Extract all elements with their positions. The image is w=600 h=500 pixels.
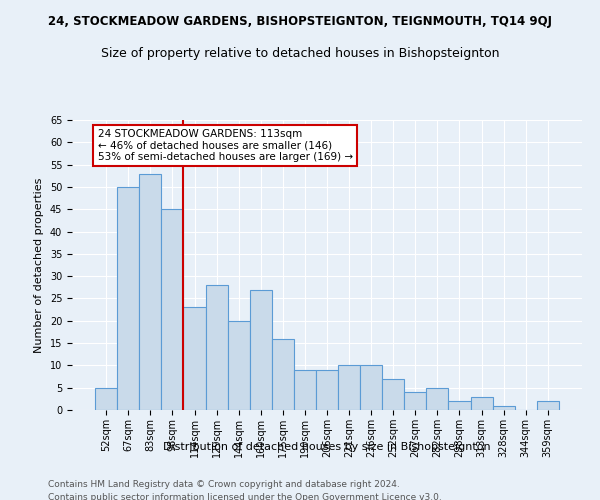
Text: Distribution of detached houses by size in Bishopsteignton: Distribution of detached houses by size … [163, 442, 491, 452]
Bar [184, 308, 206, 410]
Bar [360, 366, 382, 410]
Bar [139, 174, 161, 410]
Bar [117, 187, 139, 410]
Text: 24 STOCKMEADOW GARDENS: 113sqm
← 46% of detached houses are smaller (146)
53% of: 24 STOCKMEADOW GARDENS: 113sqm ← 46% of … [97, 128, 353, 162]
Bar [493, 406, 515, 410]
Bar [404, 392, 427, 410]
Bar [250, 290, 272, 410]
Text: Size of property relative to detached houses in Bishopsteignton: Size of property relative to detached ho… [101, 48, 499, 60]
Bar [338, 366, 360, 410]
Text: Contains public sector information licensed under the Open Government Licence v3: Contains public sector information licen… [48, 492, 442, 500]
Bar [470, 396, 493, 410]
Bar [95, 388, 117, 410]
Text: Contains HM Land Registry data © Crown copyright and database right 2024.: Contains HM Land Registry data © Crown c… [48, 480, 400, 489]
Bar [294, 370, 316, 410]
Bar [227, 321, 250, 410]
Bar [272, 338, 294, 410]
Bar [537, 401, 559, 410]
Bar [206, 285, 227, 410]
Bar [448, 401, 470, 410]
Text: 24, STOCKMEADOW GARDENS, BISHOPSTEIGNTON, TEIGNMOUTH, TQ14 9QJ: 24, STOCKMEADOW GARDENS, BISHOPSTEIGNTON… [48, 15, 552, 28]
Y-axis label: Number of detached properties: Number of detached properties [34, 178, 44, 352]
Bar [382, 379, 404, 410]
Bar [161, 209, 184, 410]
Bar [427, 388, 448, 410]
Bar [316, 370, 338, 410]
